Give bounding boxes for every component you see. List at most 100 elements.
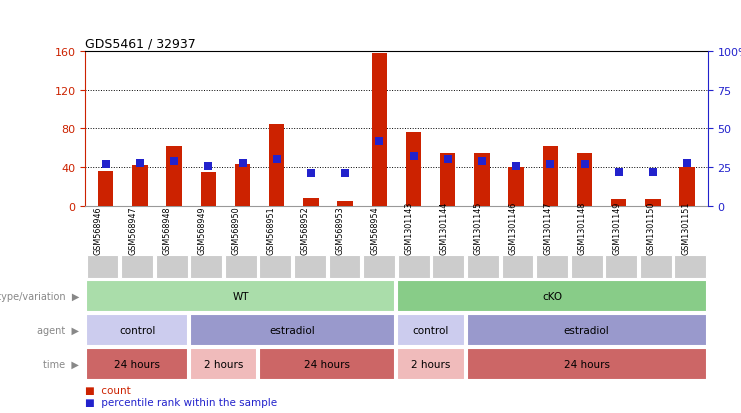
Bar	[269, 125, 285, 206]
FancyBboxPatch shape	[122, 255, 153, 278]
Text: estradiol: estradiol	[270, 325, 316, 335]
Text: GSM568952: GSM568952	[301, 205, 310, 254]
Point	[168, 158, 180, 165]
Text: GSM1301145: GSM1301145	[474, 201, 483, 254]
Point	[681, 160, 693, 166]
FancyBboxPatch shape	[467, 348, 707, 380]
FancyBboxPatch shape	[398, 255, 430, 278]
FancyBboxPatch shape	[397, 314, 465, 347]
Point	[305, 171, 317, 177]
Text: WT: WT	[233, 292, 249, 301]
Bar	[372, 54, 387, 206]
Bar	[167, 147, 182, 206]
Point	[339, 171, 351, 177]
Bar	[474, 153, 490, 206]
FancyBboxPatch shape	[433, 255, 464, 278]
Bar	[132, 166, 147, 206]
Text: ■  count: ■ count	[85, 385, 131, 395]
Text: control: control	[413, 325, 449, 335]
Text: 24 hours: 24 hours	[114, 359, 160, 369]
Bar	[406, 133, 421, 206]
Point	[476, 158, 488, 165]
FancyBboxPatch shape	[190, 348, 257, 380]
Text: GSM1301144: GSM1301144	[439, 201, 448, 254]
Bar	[508, 168, 524, 206]
Text: GSM1301146: GSM1301146	[508, 201, 517, 254]
Text: 24 hours: 24 hours	[305, 359, 350, 369]
Text: ■  percentile rank within the sample: ■ percentile rank within the sample	[85, 397, 277, 407]
Point	[236, 160, 248, 166]
Point	[579, 161, 591, 168]
FancyBboxPatch shape	[536, 255, 568, 278]
FancyBboxPatch shape	[571, 255, 602, 278]
Text: 24 hours: 24 hours	[564, 359, 610, 369]
Text: GSM1301150: GSM1301150	[647, 201, 656, 254]
Text: GSM568950: GSM568950	[232, 206, 241, 254]
Point	[647, 169, 659, 176]
Bar	[611, 200, 626, 206]
Point	[100, 161, 112, 168]
FancyBboxPatch shape	[86, 280, 396, 313]
FancyBboxPatch shape	[190, 255, 222, 278]
Point	[613, 169, 625, 176]
Point	[373, 138, 385, 145]
FancyBboxPatch shape	[259, 255, 291, 278]
Text: time  ▶: time ▶	[44, 359, 79, 369]
FancyBboxPatch shape	[605, 255, 637, 278]
FancyBboxPatch shape	[225, 255, 256, 278]
Bar	[303, 199, 319, 206]
Text: estradiol: estradiol	[564, 325, 610, 335]
Text: genotype/variation  ▶: genotype/variation ▶	[0, 292, 79, 301]
Point	[442, 157, 453, 164]
Text: GSM568951: GSM568951	[267, 206, 276, 254]
Point	[511, 163, 522, 170]
Point	[545, 161, 556, 168]
FancyBboxPatch shape	[467, 255, 499, 278]
FancyBboxPatch shape	[397, 348, 465, 380]
FancyBboxPatch shape	[674, 255, 706, 278]
Text: GSM568946: GSM568946	[93, 206, 102, 254]
Bar	[576, 153, 592, 206]
Point	[270, 157, 282, 164]
Bar	[235, 165, 250, 206]
Text: GSM568947: GSM568947	[128, 206, 137, 254]
Bar	[645, 200, 661, 206]
FancyBboxPatch shape	[156, 255, 187, 278]
Text: GSM568949: GSM568949	[197, 206, 206, 254]
FancyBboxPatch shape	[363, 255, 395, 278]
Point	[408, 154, 419, 160]
Bar	[98, 172, 113, 206]
Point	[134, 160, 146, 166]
Text: GSM1301151: GSM1301151	[682, 201, 691, 254]
Text: agent  ▶: agent ▶	[37, 325, 79, 335]
FancyBboxPatch shape	[87, 255, 119, 278]
Text: GSM1301148: GSM1301148	[578, 201, 587, 254]
Bar	[679, 168, 695, 206]
Text: GSM568953: GSM568953	[336, 206, 345, 254]
FancyBboxPatch shape	[502, 255, 534, 278]
Bar	[337, 202, 353, 206]
FancyBboxPatch shape	[467, 314, 707, 347]
FancyBboxPatch shape	[640, 255, 671, 278]
Text: GSM1301143: GSM1301143	[405, 201, 413, 254]
Bar	[542, 147, 558, 206]
FancyBboxPatch shape	[397, 280, 707, 313]
Text: GSM568954: GSM568954	[370, 206, 379, 254]
Text: cKO: cKO	[542, 292, 562, 301]
FancyBboxPatch shape	[329, 255, 360, 278]
Text: GSM1301149: GSM1301149	[612, 201, 621, 254]
FancyBboxPatch shape	[86, 314, 188, 347]
Point	[202, 163, 214, 170]
Text: GSM1301147: GSM1301147	[543, 201, 552, 254]
FancyBboxPatch shape	[259, 348, 396, 380]
Text: control: control	[119, 325, 156, 335]
Text: GSM568948: GSM568948	[163, 206, 172, 254]
FancyBboxPatch shape	[294, 255, 326, 278]
Bar	[201, 173, 216, 206]
FancyBboxPatch shape	[190, 314, 396, 347]
Text: 2 hours: 2 hours	[204, 359, 243, 369]
FancyBboxPatch shape	[86, 348, 188, 380]
Bar	[440, 153, 456, 206]
Text: 2 hours: 2 hours	[411, 359, 451, 369]
Text: GDS5461 / 32937: GDS5461 / 32937	[85, 38, 196, 50]
